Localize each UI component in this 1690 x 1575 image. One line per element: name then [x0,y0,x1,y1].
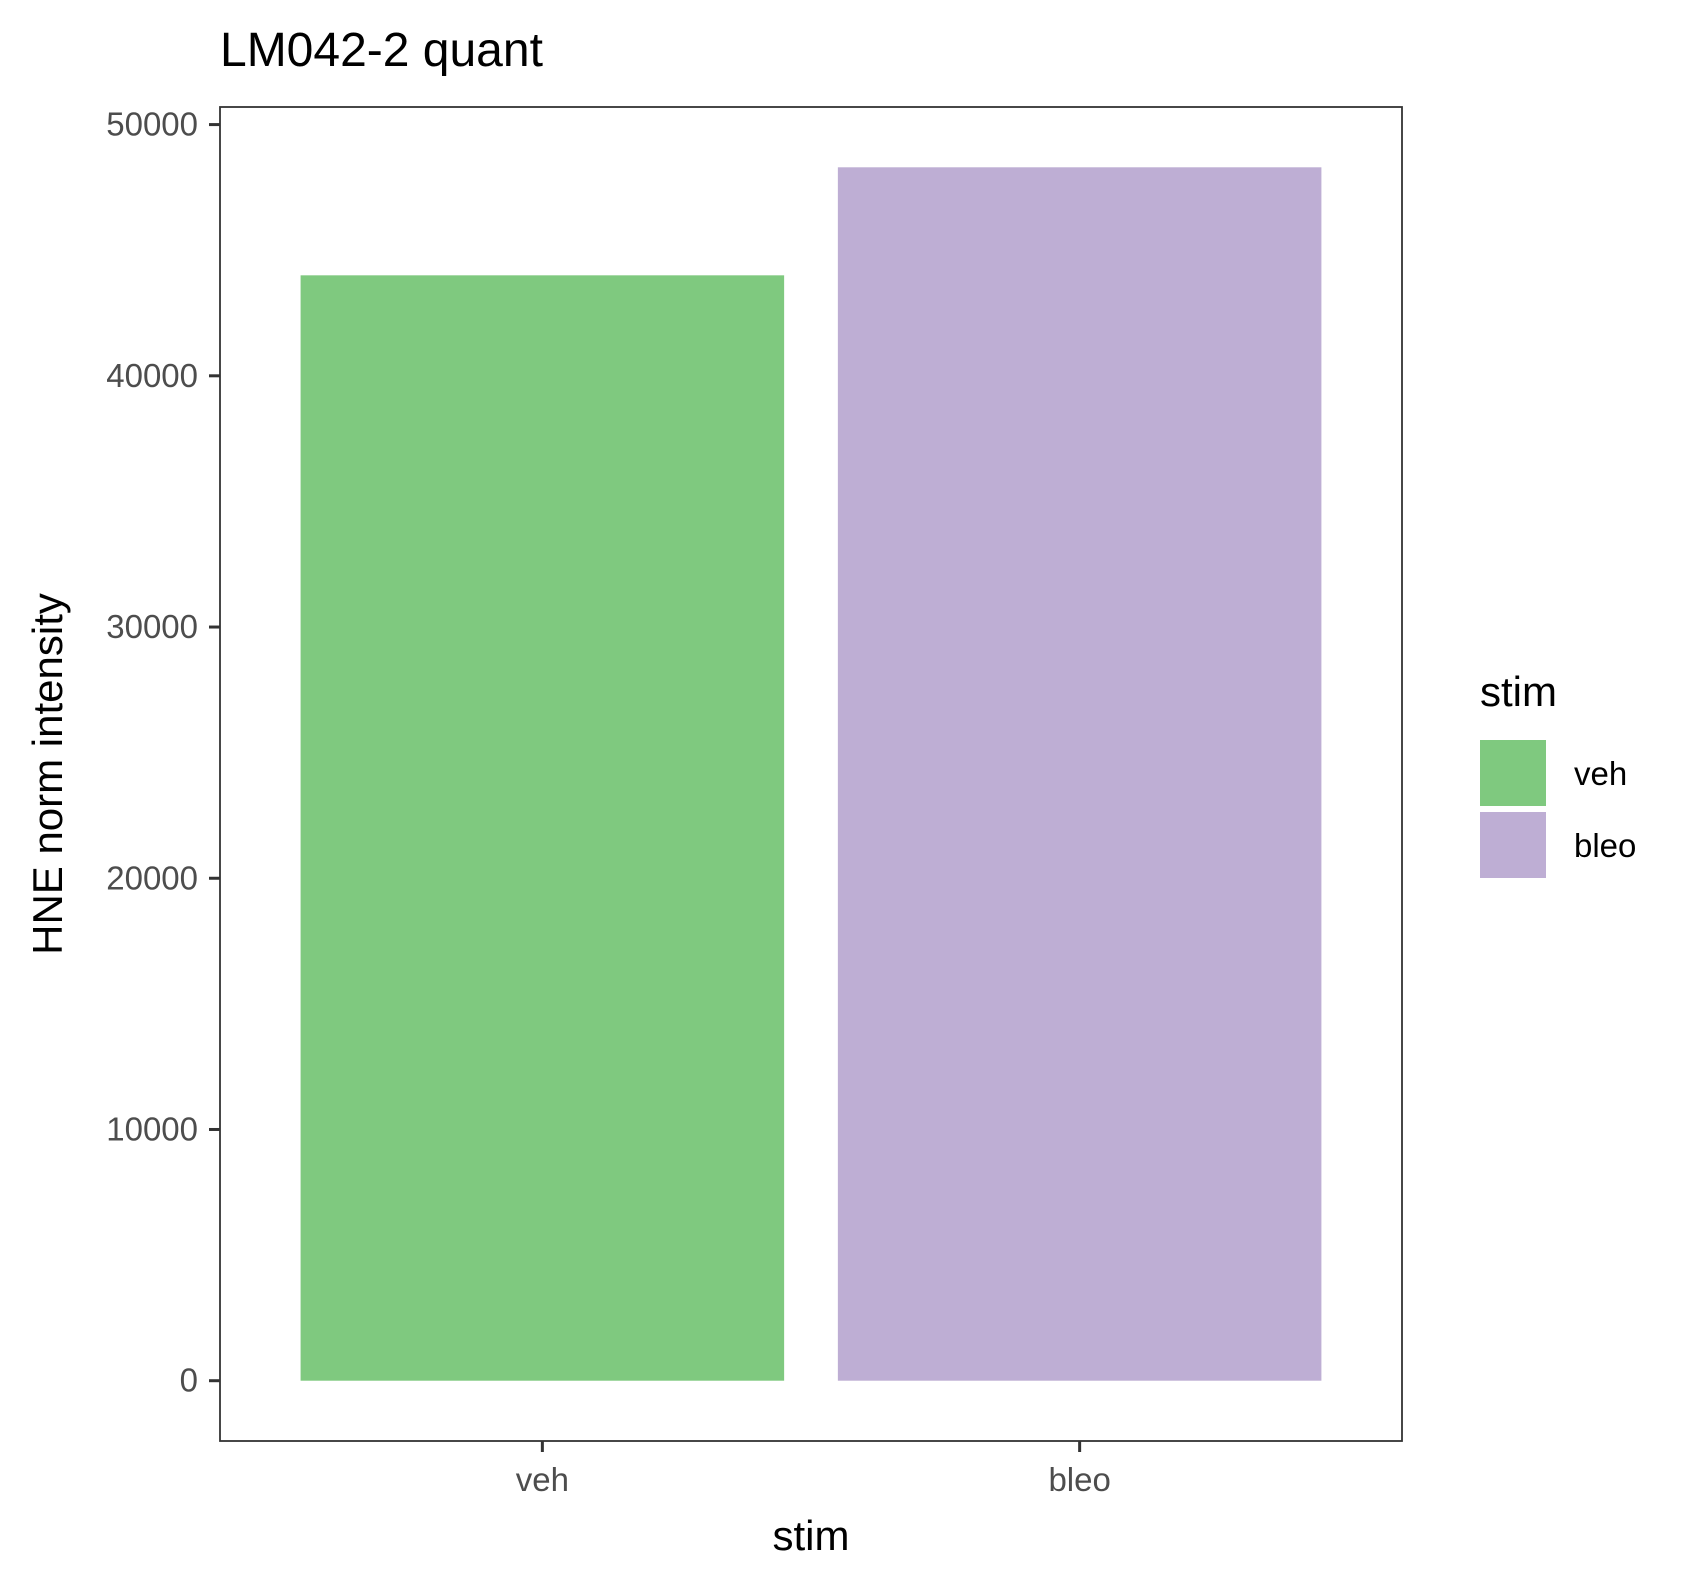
x-axis-title: stim [773,1512,850,1559]
y-tick-label-20000: 20000 [106,859,198,896]
plot-panel-border [219,106,1403,1442]
x-tick-label-bleo: bleo [1048,1461,1110,1498]
y-axis: 0 10000 20000 30000 40000 50000 [106,106,220,1399]
bar-veh [300,275,785,1381]
legend-label-bleo: bleo [1574,827,1636,864]
legend-key-veh [1480,740,1546,806]
y-tick-label-50000: 50000 [106,106,198,143]
y-tick-label-40000: 40000 [106,357,198,394]
bars-group [300,167,1322,1381]
y-tick-label-10000: 10000 [106,1110,198,1147]
legend: stim veh bleo [1480,668,1636,878]
chart-title: LM042-2 quant [220,24,543,77]
legend-key-bleo [1480,812,1546,878]
x-axis: veh bleo [516,1441,1111,1498]
bar-bleo [837,167,1322,1381]
y-axis-title: HNE norm intensity [24,593,71,955]
legend-title: stim [1480,668,1557,715]
y-tick-label-0: 0 [180,1362,198,1399]
x-tick-label-veh: veh [516,1461,569,1498]
y-tick-label-30000: 30000 [106,608,198,645]
legend-label-veh: veh [1574,755,1627,792]
